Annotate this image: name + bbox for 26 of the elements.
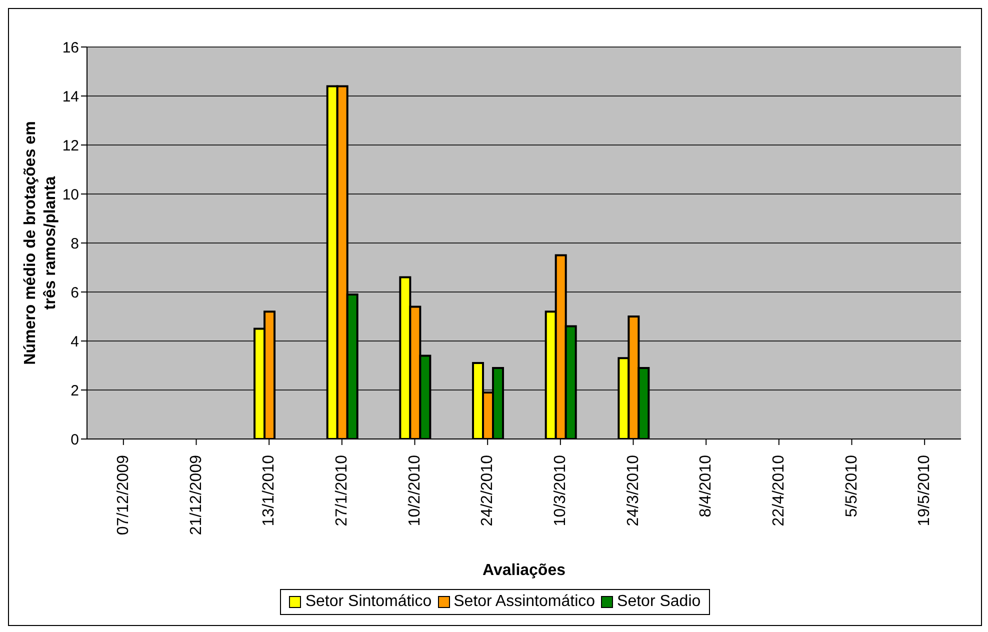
y-tick-label: 16 (62, 39, 79, 56)
y-tick-label: 0 (70, 431, 79, 448)
y-tick-label: 12 (62, 137, 79, 154)
x-tick-label: 24/3/2010 (624, 454, 642, 526)
x-tick-label: 07/12/2009 (114, 454, 132, 536)
x-tick-label: 27/1/2010 (333, 454, 350, 526)
x-tick-label: 13/1/2010 (260, 454, 278, 526)
y-tick-label: 4 (70, 333, 79, 350)
x-tick-label: 8/4/2010 (698, 454, 715, 518)
y-tick-label: 6 (70, 284, 79, 302)
x-tick-label: 19/5/2010 (916, 454, 934, 526)
x-tick-label: 22/4/2010 (770, 454, 788, 526)
x-tick-label: 10/2/2010 (406, 454, 424, 526)
x-axis-title: Avaliações (482, 562, 566, 579)
y-tick-label: 10 (62, 186, 79, 204)
y-axis-title: Número médio de brotações em três ramos/planta (22, 121, 59, 365)
x-tick-label: 24/2/2010 (479, 454, 496, 526)
x-tick-label: 5/5/2010 (843, 454, 860, 518)
x-tick-label: 21/12/2009 (188, 454, 205, 536)
y-tick-label: 2 (70, 382, 79, 400)
legend-label: Setor Assintomático (452, 593, 596, 611)
y-tick-label: 14 (62, 88, 79, 106)
y-tick-label: 8 (70, 235, 79, 252)
legend-label: Setor Sadio (616, 593, 701, 611)
legend-label: Setor Sintomático (304, 593, 432, 611)
x-tick-label: 10/3/2010 (552, 454, 569, 526)
